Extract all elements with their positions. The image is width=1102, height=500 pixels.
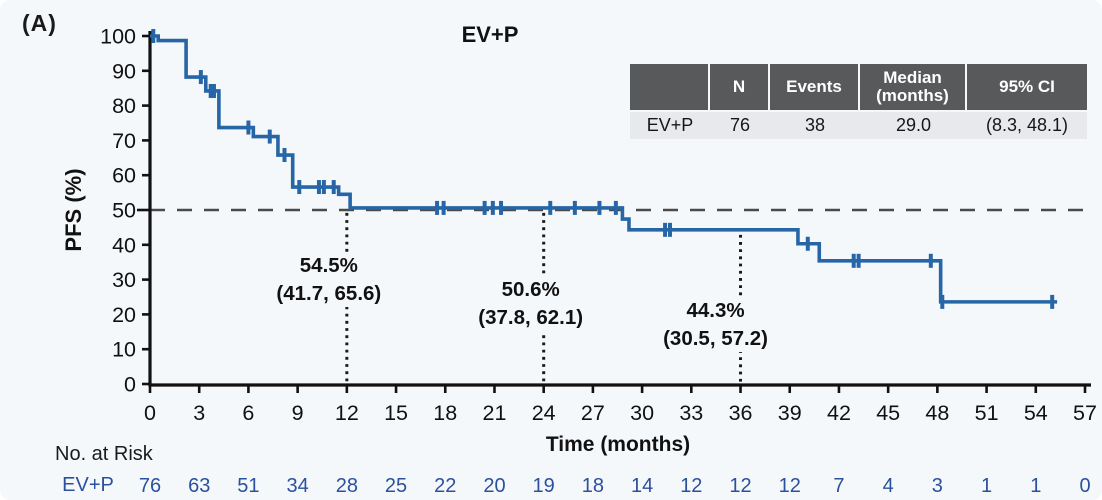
- x-tick-label: 42: [827, 401, 851, 425]
- risk-table-group-label: EV+P: [62, 474, 114, 496]
- x-tick-label: 57: [1073, 401, 1097, 425]
- x-tick-label: 9: [292, 401, 304, 425]
- risk-count-12mo: 28: [336, 475, 358, 497]
- summary-cell-group: EV+P: [630, 112, 710, 139]
- risk-count-51mo: 1: [981, 475, 992, 497]
- milestone-ci-36mo: (30.5, 57.2): [663, 327, 768, 350]
- x-tick-label: 21: [483, 401, 507, 425]
- x-tick-label: 33: [679, 401, 703, 425]
- milestone-estimate-24mo: 50.6%: [502, 278, 560, 301]
- y-axis-title: PFS (%): [61, 168, 86, 252]
- milestone-text-mask: [627, 298, 804, 352]
- risk-count-3mo: 63: [188, 475, 210, 497]
- milestone-text-mask: [442, 277, 619, 331]
- milestone-ci-12mo: (41.7, 65.6): [276, 282, 381, 305]
- x-tick-label: 39: [778, 401, 802, 425]
- y-tick-label: 80: [112, 94, 136, 118]
- summary-header-ci: 95% CI: [967, 64, 1087, 110]
- risk-count-0mo: 76: [139, 475, 161, 497]
- x-tick-label: 45: [876, 401, 900, 425]
- summary-cell-n: 76: [710, 112, 770, 139]
- risk-count-42mo: 7: [833, 475, 844, 497]
- risk-count-15mo: 25: [385, 475, 407, 497]
- y-tick-label: 40: [112, 233, 136, 257]
- x-tick-label: 54: [1024, 401, 1048, 425]
- x-tick-label: 30: [630, 401, 654, 425]
- x-tick-label: 12: [335, 401, 359, 425]
- y-tick-label: 10: [112, 338, 136, 362]
- y-tick-label: 20: [112, 303, 136, 327]
- summary-table: N Events Median (months) 95% CI EV+P 76 3…: [630, 64, 1087, 139]
- x-tick-label: 51: [975, 401, 999, 425]
- x-axis-title: Time (months): [545, 433, 691, 456]
- y-tick-label: 100: [100, 25, 136, 49]
- x-tick-label: 6: [242, 401, 254, 425]
- x-tick-label: 27: [581, 401, 605, 425]
- risk-count-54mo: 1: [1030, 475, 1041, 497]
- summary-header-group: [630, 64, 710, 110]
- risk-count-48mo: 3: [932, 475, 943, 497]
- y-tick-label: 60: [112, 164, 136, 188]
- y-tick-label: 50: [112, 199, 136, 223]
- milestone-ci-24mo: (37.8, 62.1): [478, 306, 583, 329]
- y-tick-label: 70: [112, 129, 136, 153]
- risk-count-39mo: 12: [779, 475, 801, 497]
- risk-count-24mo: 19: [533, 475, 555, 497]
- summary-header-n: N: [710, 64, 770, 110]
- summary-cell-median: 29.0: [860, 112, 967, 139]
- risk-count-21mo: 20: [483, 475, 505, 497]
- milestone-text-mask: [240, 253, 417, 307]
- risk-count-36mo: 12: [729, 475, 751, 497]
- risk-count-33mo: 12: [680, 475, 702, 497]
- risk-table-caption: No. at Risk: [55, 443, 153, 465]
- chart-title: EV+P: [461, 22, 519, 47]
- milestone-estimate-36mo: 44.3%: [686, 299, 744, 322]
- panel-label: (A): [22, 10, 57, 36]
- x-tick-label: 24: [532, 401, 556, 425]
- y-tick-label: 30: [112, 268, 136, 292]
- x-tick-label: 3: [193, 401, 205, 425]
- risk-count-30mo: 14: [631, 475, 653, 497]
- risk-count-9mo: 34: [287, 475, 309, 497]
- risk-count-6mo: 51: [237, 475, 259, 497]
- summary-cell-events: 38: [770, 112, 860, 139]
- risk-count-27mo: 18: [582, 475, 604, 497]
- x-tick-label: 18: [433, 401, 457, 425]
- summary-cell-ci: (8.3, 48.1): [967, 112, 1087, 139]
- summary-header-median: Median (months): [860, 64, 967, 110]
- x-tick-label: 0: [144, 401, 156, 425]
- x-tick-label: 36: [729, 401, 753, 425]
- x-tick-label: 48: [925, 401, 949, 425]
- summary-header-events: Events: [770, 64, 860, 110]
- risk-count-45mo: 4: [883, 475, 894, 497]
- milestone-estimate-12mo: 54.5%: [300, 254, 358, 277]
- y-tick-label: 90: [112, 59, 136, 83]
- y-tick-label: 0: [124, 373, 136, 397]
- risk-count-18mo: 22: [434, 475, 456, 497]
- x-tick-label: 15: [384, 401, 408, 425]
- risk-count-57mo: 0: [1079, 475, 1090, 497]
